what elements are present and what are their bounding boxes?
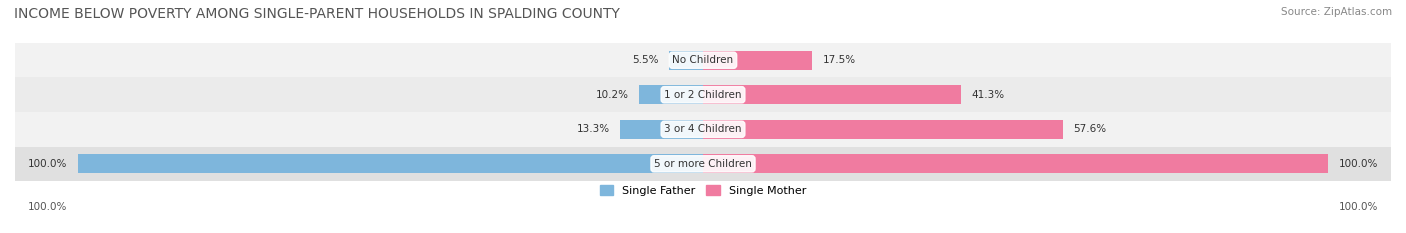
Bar <box>640 85 703 104</box>
Bar <box>669 51 703 70</box>
Text: 57.6%: 57.6% <box>1073 124 1107 134</box>
Text: 5 or more Children: 5 or more Children <box>654 159 752 169</box>
Bar <box>703 85 962 104</box>
Text: 3 or 4 Children: 3 or 4 Children <box>664 124 742 134</box>
Text: 1 or 2 Children: 1 or 2 Children <box>664 90 742 100</box>
Text: 100.0%: 100.0% <box>28 202 67 212</box>
Text: 5.5%: 5.5% <box>633 55 658 65</box>
Bar <box>15 112 1391 147</box>
Bar <box>15 147 1391 181</box>
Text: No Children: No Children <box>672 55 734 65</box>
Text: 100.0%: 100.0% <box>1339 202 1378 212</box>
Bar <box>703 120 1063 139</box>
Text: 10.2%: 10.2% <box>596 90 630 100</box>
Bar <box>703 51 813 70</box>
Text: 100.0%: 100.0% <box>1339 159 1378 169</box>
Text: 17.5%: 17.5% <box>823 55 856 65</box>
Text: 100.0%: 100.0% <box>28 159 67 169</box>
Bar <box>620 120 703 139</box>
Bar <box>703 154 1329 173</box>
Bar <box>15 78 1391 112</box>
Bar <box>77 154 703 173</box>
Text: 13.3%: 13.3% <box>576 124 610 134</box>
Legend: Single Father, Single Mother: Single Father, Single Mother <box>596 181 810 200</box>
Bar <box>15 43 1391 78</box>
Text: 41.3%: 41.3% <box>972 90 1004 100</box>
Text: Source: ZipAtlas.com: Source: ZipAtlas.com <box>1281 7 1392 17</box>
Text: INCOME BELOW POVERTY AMONG SINGLE-PARENT HOUSEHOLDS IN SPALDING COUNTY: INCOME BELOW POVERTY AMONG SINGLE-PARENT… <box>14 7 620 21</box>
